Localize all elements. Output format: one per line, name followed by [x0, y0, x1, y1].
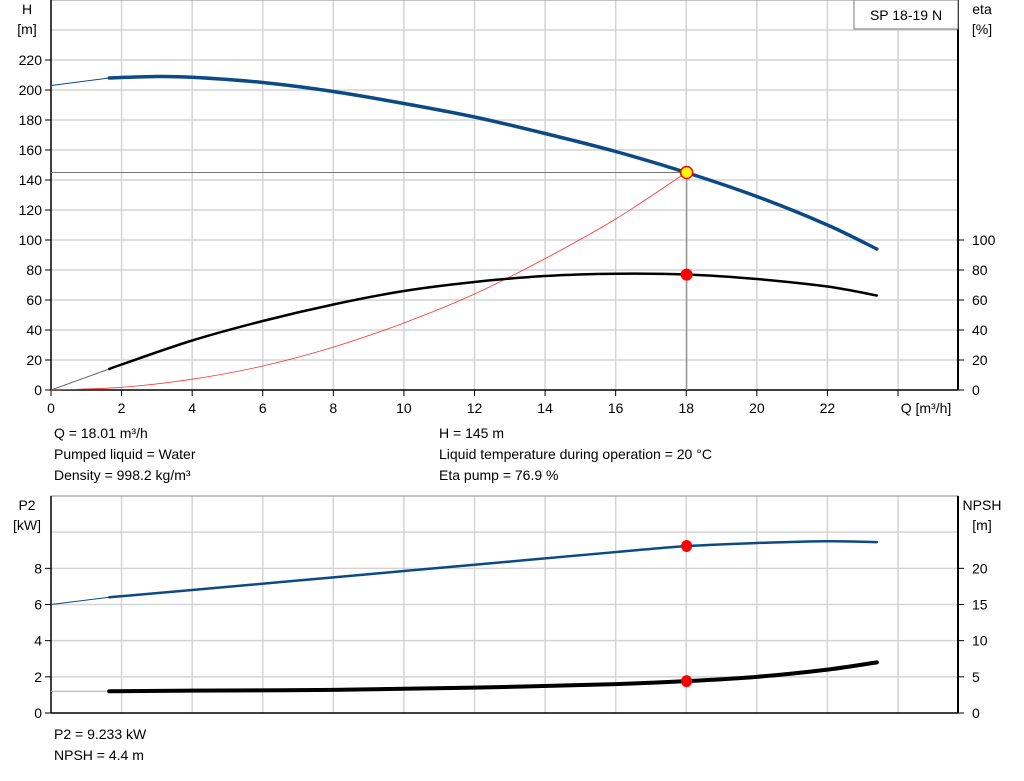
info-bottom: P2 = 9.233 kW NPSH = 4.4 m: [54, 724, 146, 766]
p2-readout: P2 = 9.233 kW: [54, 726, 147, 742]
y-axis-label: H: [22, 1, 32, 17]
pump-name-box: [853, 0, 959, 30]
y-axis-unit: [m]: [17, 21, 36, 37]
y2-axis-unit: [m]: [972, 517, 991, 533]
y-tick-label: 120: [19, 202, 43, 218]
y-tick-label: 160: [19, 142, 43, 158]
x-tick-label: 6: [259, 400, 267, 416]
y2-axis-label: NPSH: [963, 497, 1002, 513]
p2-curve: [107, 539, 879, 599]
duty-point-head: [679, 165, 694, 180]
npsh-curve: [107, 660, 879, 694]
y2-tick-label: 60: [972, 292, 988, 308]
y-tick-label: 6: [34, 597, 42, 613]
p2-curve-extrapolated: [50, 596, 110, 605]
y-tick-label: 20: [26, 352, 42, 368]
temperature-readout: Liquid temperature during operation = 20…: [439, 446, 712, 462]
x-tick-label: 22: [820, 400, 836, 416]
duty-point-p2: [681, 540, 693, 553]
x-tick-label: 10: [396, 400, 412, 416]
npsh-readout: NPSH = 4.4 m: [54, 747, 144, 763]
y2-tick-label: 15: [972, 597, 988, 613]
x-tick-label: 18: [678, 400, 694, 416]
y-tick-label: 2: [34, 669, 42, 685]
y-tick-label: 60: [26, 292, 42, 308]
flow-readout: Q = 18.01 m³/h: [54, 425, 148, 441]
eta-curve-extrapolated: [50, 368, 110, 391]
system-curve: [50, 172, 687, 391]
x-tick-label: 16: [608, 400, 624, 416]
x-axis-label: Q [m³/h]: [901, 400, 952, 416]
x-tick-label: 2: [118, 400, 126, 416]
y-tick-label: 8: [34, 560, 42, 576]
head-readout: H = 145 m: [439, 425, 504, 441]
info-top-right: H = 145 m Liquid temperature during oper…: [439, 423, 712, 486]
y2-tick-label: 10: [972, 633, 988, 649]
y-tick-label: 180: [19, 112, 43, 128]
y-tick-label: 140: [19, 172, 43, 188]
x-tick-label: 12: [467, 400, 483, 416]
y2-tick-label: 0: [972, 705, 980, 721]
liquid-readout: Pumped liquid = Water: [54, 446, 196, 462]
y2-tick-label: 80: [972, 262, 988, 278]
y-axis-label: P2: [18, 497, 35, 513]
duty-point-npsh: [681, 675, 693, 688]
x-tick-label: 14: [537, 400, 553, 416]
y2-axis-unit: [%]: [972, 21, 992, 37]
y-tick-label: 40: [26, 322, 42, 338]
x-tick-label: 4: [188, 400, 196, 416]
y-tick-label: 220: [19, 52, 43, 68]
y-tick-label: 100: [19, 232, 43, 248]
y-tick-label: 0: [34, 705, 42, 721]
y2-tick-label: 5: [972, 669, 980, 685]
y-tick-label: 0: [34, 382, 42, 398]
y2-tick-label: 20: [972, 352, 988, 368]
eta-readout: Eta pump = 76.9 %: [439, 467, 559, 483]
y-tick-label: 200: [19, 82, 43, 98]
duty-point-eta: [680, 268, 693, 281]
x-tick-label: 0: [47, 400, 55, 416]
y2-tick-label: 20: [972, 560, 988, 576]
head-curve-extrapolated: [50, 77, 110, 86]
plot-border: [50, 0, 959, 391]
density-readout: Density = 998.2 kg/m³: [54, 467, 191, 483]
info-top-left: Q = 18.01 m³/h Pumped liquid = Water Den…: [54, 423, 196, 486]
y2-tick-label: 0: [972, 382, 980, 398]
head-curve: [107, 74, 879, 251]
y-tick-label: 4: [34, 633, 42, 649]
eta-curve: [107, 272, 879, 371]
x-tick-label: 8: [329, 400, 337, 416]
y-tick-label: 80: [26, 262, 42, 278]
y2-axis-label: eta: [972, 1, 992, 17]
y-axis-unit: [kW]: [13, 517, 41, 533]
x-tick-label: 20: [749, 400, 765, 416]
y2-tick-label: 40: [972, 322, 988, 338]
y2-tick-label: 100: [972, 232, 996, 248]
pump-name: SP 18-19 N: [870, 7, 942, 23]
